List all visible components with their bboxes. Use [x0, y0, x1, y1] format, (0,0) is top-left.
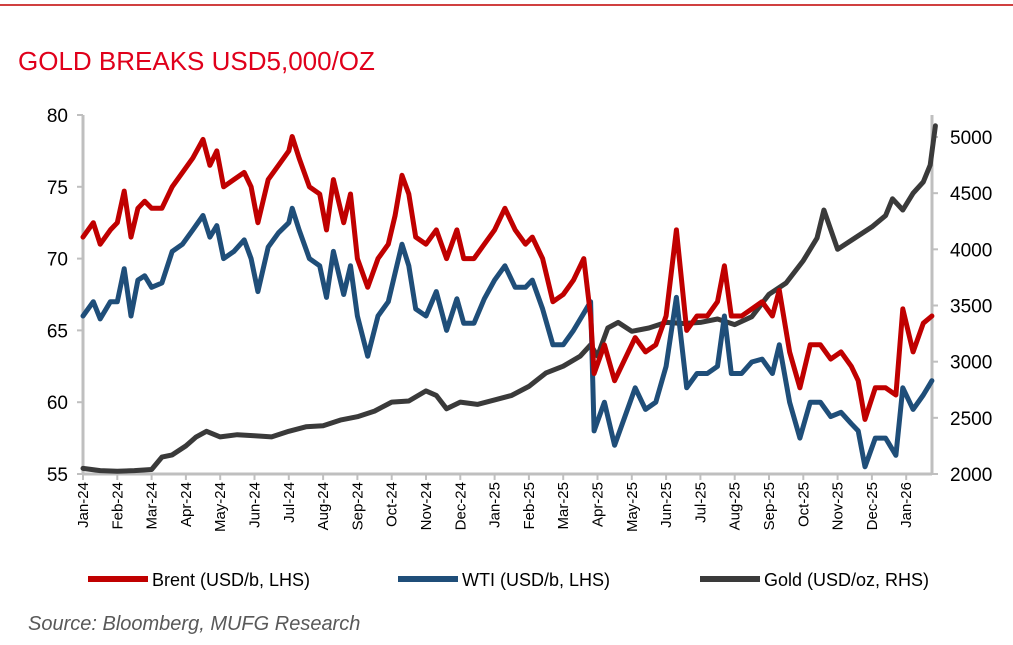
x-tick-label: Aug-24 [315, 482, 332, 530]
x-tick-label: Dec-24 [452, 482, 469, 530]
x-tick-label: Feb-24 [109, 482, 126, 530]
legend: Brent (USD/b, LHS) WTI (USD/b, LHS) Gold (… [88, 570, 929, 590]
legend-label: Gold (USD/oz, RHS) [764, 570, 929, 590]
y-left-tick-label: 75 [47, 178, 68, 199]
legend-label: Brent (USD/b, LHS) [152, 570, 310, 590]
series-line-gold [80, 123, 938, 474]
x-tick-label: Oct-24 [384, 482, 401, 527]
x-tick-label: Apr-25 [590, 482, 607, 527]
y-right-tick-label: 5000 [950, 128, 992, 149]
x-tick-label: Apr-24 [178, 482, 195, 527]
source-note: Source: Bloomberg, MUFG Research [28, 613, 360, 635]
x-tick-label: Nov-24 [418, 482, 435, 530]
x-tick-label: Jun-24 [247, 482, 264, 528]
x-tick-label: Sep-25 [761, 482, 778, 530]
x-tick-label: Oct-25 [795, 482, 812, 527]
y-right-tick-label: 2000 [950, 465, 992, 486]
x-tick-label: Mar-24 [144, 482, 161, 530]
x-tick-label: Feb-25 [521, 482, 538, 530]
y-right-tick-label: 4000 [950, 240, 992, 261]
y-left-tick-label: 70 [47, 250, 68, 271]
series-lines [80, 123, 938, 474]
y-right-tick-label: 4500 [950, 184, 992, 205]
x-tick-label: Nov-25 [830, 482, 847, 530]
x-tick-label: Sep-24 [349, 482, 366, 530]
y-right-tick-label: 2500 [950, 409, 992, 430]
y-right-tick-label: 3000 [950, 353, 992, 374]
axes: 55 60 65 70 75 80 2000 2500 3000 3500 4000 4500 5000… [47, 106, 992, 532]
chart-title: GOLD BREAKS USD5,000/OZ [18, 46, 375, 76]
legend-label: WTI (USD/b, LHS) [462, 570, 610, 590]
x-tick-label: Jan-26 [898, 482, 915, 528]
y-left-tick-label: 55 [47, 465, 68, 486]
x-tick-label: Jul-24 [281, 482, 298, 523]
y-right-tick-label: 3500 [950, 297, 992, 318]
series-line-wti [80, 205, 935, 470]
x-tick-label: Mar-25 [555, 482, 572, 530]
x-tick-label: Jul-25 [692, 482, 709, 523]
y-left-tick-label: 65 [47, 321, 68, 342]
series-line-brent [80, 134, 935, 422]
x-tick-label: Jan-24 [75, 482, 92, 528]
x-tick-label: Jun-25 [658, 482, 675, 528]
y-left-tick-label: 80 [47, 106, 68, 127]
y-left-tick-label: 60 [47, 393, 68, 414]
x-tick-label: Jan-25 [487, 482, 504, 528]
x-tick-label: May-24 [212, 482, 229, 532]
x-tick-label: Aug-25 [727, 482, 744, 530]
x-tick-label: May-25 [624, 482, 641, 532]
x-tick-label: Dec-25 [864, 482, 881, 530]
